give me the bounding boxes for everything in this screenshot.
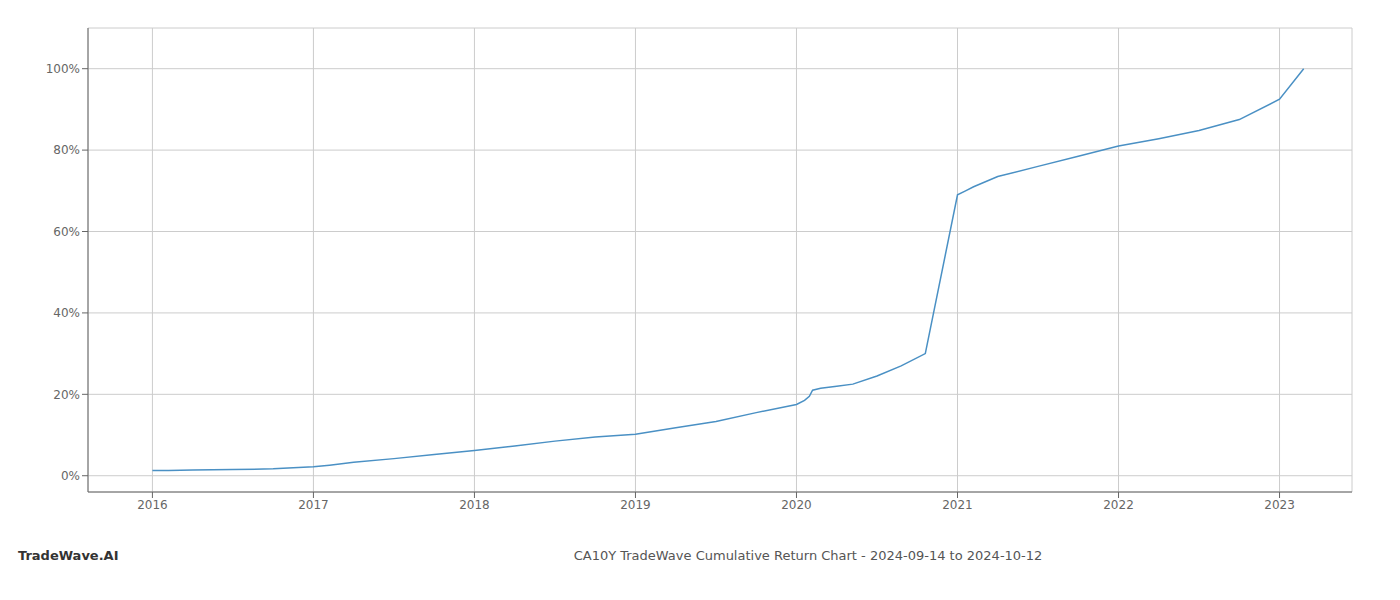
html-text:TradeWave.AI: TradeWave.AI [18,548,119,563]
svg-text:2016: 2016 [137,498,168,512]
svg-text:2018: 2018 [459,498,490,512]
svg-text:40%: 40% [53,306,80,320]
svg-text:100%: 100% [46,62,80,76]
svg-text:80%: 80% [53,143,80,157]
svg-text:20%: 20% [53,388,80,402]
html-text:CA10Y TradeWave Cumulative Ret: CA10Y TradeWave Cumulative Return Chart … [573,548,1043,563]
svg-text:2023: 2023 [1264,498,1295,512]
svg-text:60%: 60% [53,225,80,239]
svg-text:2017: 2017 [298,498,329,512]
svg-text:2021: 2021 [942,498,973,512]
svg-text:2019: 2019 [620,498,651,512]
svg-text:0%: 0% [61,469,80,483]
svg-text:2022: 2022 [1103,498,1134,512]
svg-text:2020: 2020 [781,498,812,512]
